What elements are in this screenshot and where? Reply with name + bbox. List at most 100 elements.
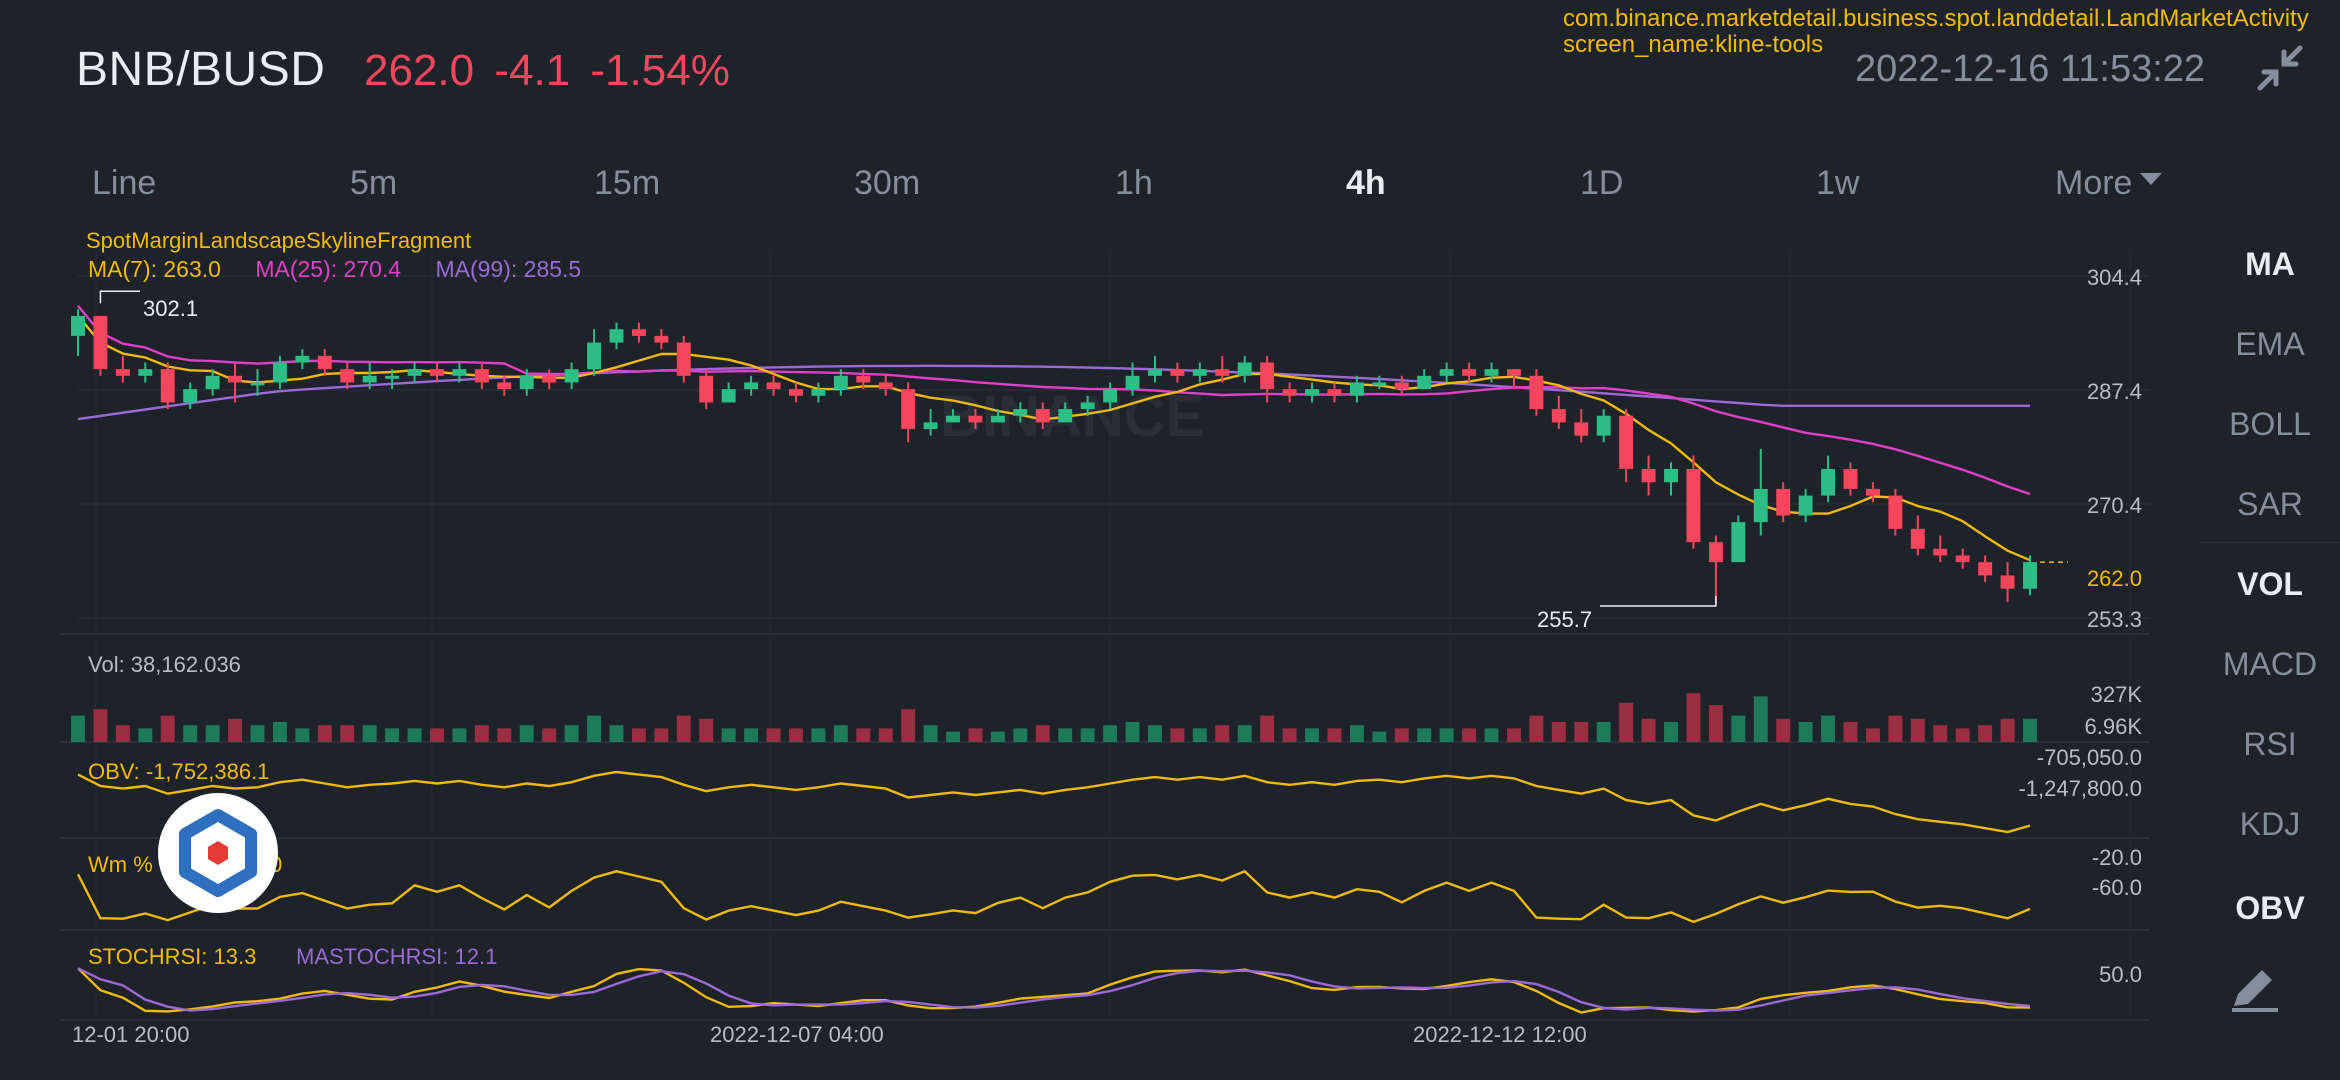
candle-body	[1148, 369, 1162, 376]
indicator-vol[interactable]: VOL	[2237, 566, 2303, 602]
candle-body	[407, 369, 422, 376]
volume-bar	[1282, 728, 1297, 742]
price-axis-3: 253.3	[2086, 607, 2142, 632]
volume-bar	[1619, 702, 1634, 742]
floating-assistant-button[interactable]	[158, 793, 278, 913]
ma7-line	[77, 315, 2031, 562]
tab-1d[interactable]: 1D	[1580, 164, 1624, 202]
ma25-line	[77, 305, 2031, 496]
volume-bar	[968, 728, 983, 742]
volume-bar	[1439, 728, 1454, 742]
volume-bar	[340, 725, 355, 742]
tab-1h[interactable]: 1h	[1115, 164, 1153, 202]
high-leader-line	[99, 290, 140, 304]
datetime: 2022-12-16 11:53:22	[1855, 48, 2206, 90]
tab-4h[interactable]: 4h	[1346, 164, 1386, 202]
volume-bar	[878, 728, 893, 742]
candle-body	[519, 375, 534, 390]
volume-bar	[1865, 728, 1880, 742]
volume-bar	[1484, 728, 1499, 742]
volume-bar	[1596, 722, 1611, 742]
candle-body	[1664, 468, 1678, 483]
candle-body	[1933, 548, 1948, 556]
candle-body	[385, 375, 400, 379]
volume-bar	[1821, 715, 1836, 742]
volume-bar	[1080, 728, 1095, 742]
ma-legend: MA(7): 263.0 MA(25): 270.4 MA(99): 285.5	[88, 256, 609, 283]
indicator-ema[interactable]: EMA	[2235, 326, 2305, 362]
volume-bar	[1462, 728, 1477, 742]
volume-bar	[676, 715, 691, 742]
indicator-kdj[interactable]: KDJ	[2239, 806, 2301, 842]
tab-line[interactable]: Line	[92, 164, 157, 202]
candle-body	[1888, 495, 1903, 529]
candle-body	[811, 389, 826, 396]
tab-15m[interactable]: 15m	[594, 164, 661, 202]
volume-bar	[362, 725, 377, 742]
volume-bar	[228, 718, 243, 742]
shrink-arrows-icon[interactable]	[2256, 44, 2304, 92]
volume-bar	[856, 728, 871, 742]
vol-axis-0: 327K	[2090, 682, 2142, 707]
volume-bar	[1013, 728, 1028, 742]
volume-bar	[1394, 728, 1409, 742]
volume-bar	[1103, 725, 1118, 742]
low-label: 255.7	[1537, 607, 1593, 632]
volume-bar	[721, 728, 736, 742]
candle-body	[340, 369, 355, 383]
tab-1w[interactable]: 1w	[1816, 164, 1860, 202]
volume-bar	[1506, 728, 1521, 742]
volume-bar	[1753, 696, 1768, 742]
candle-body	[878, 382, 893, 390]
price-axis-1: 287.4	[2086, 379, 2142, 404]
indicator-rsi[interactable]: RSI	[2243, 726, 2297, 762]
candle-body	[901, 389, 916, 430]
obv-axis-1: -1,247,800.0	[2018, 776, 2142, 801]
candle-body	[1080, 402, 1095, 410]
obv-axis-0: -705,050.0	[2036, 745, 2142, 770]
indicator-boll[interactable]: BOLL	[2229, 406, 2311, 442]
volume-bar	[1148, 725, 1162, 742]
candle-body	[1237, 362, 1252, 376]
candle-body	[1596, 415, 1611, 436]
hexagon-logo-icon	[179, 809, 257, 897]
volume-bar	[1305, 728, 1319, 742]
candle-body	[1170, 369, 1185, 376]
volume-bar	[1192, 728, 1207, 742]
indicator-sar[interactable]: SAR	[2237, 486, 2303, 522]
volume-bar	[833, 725, 848, 742]
tab-5m[interactable]: 5m	[350, 164, 398, 202]
candle-body	[1731, 522, 1746, 563]
mastochrsi-line	[77, 967, 2031, 1012]
price-change: 262.0 -4.1 -1.54%	[364, 46, 730, 96]
indicator-obv[interactable]: OBV	[2235, 890, 2305, 926]
candle-body	[1910, 528, 1925, 549]
indicator-ma[interactable]: MA	[2245, 246, 2295, 282]
candle-body	[295, 355, 310, 363]
pair-title[interactable]: BNB/BUSD	[76, 43, 326, 96]
candle-body	[183, 389, 198, 403]
volume-bar	[250, 725, 265, 742]
indicator-macd[interactable]: MACD	[2222, 646, 2318, 682]
candle-body	[160, 369, 175, 403]
candle-body	[71, 315, 85, 336]
candle-body	[1776, 488, 1791, 516]
volume-bar	[1372, 731, 1387, 742]
volume-bar	[901, 709, 916, 742]
volume-bar	[1551, 722, 1566, 742]
tab-more[interactable]: More	[2055, 164, 2163, 203]
volume-bar	[205, 725, 220, 742]
volume-bar	[654, 728, 669, 742]
volume-bar	[699, 718, 714, 742]
candle-body	[676, 342, 691, 376]
volume-bar	[789, 728, 803, 742]
volume-bar	[1888, 715, 1903, 742]
stochrsi-label: STOCHRSI: 13.3	[88, 944, 257, 969]
volume-bar	[609, 725, 624, 742]
stochrsi-line	[77, 967, 2031, 1014]
tab-30m[interactable]: 30m	[854, 164, 921, 202]
wm-label: Wm %	[88, 852, 153, 877]
candle-body	[317, 355, 332, 370]
pen-icon[interactable]	[2228, 960, 2282, 1019]
